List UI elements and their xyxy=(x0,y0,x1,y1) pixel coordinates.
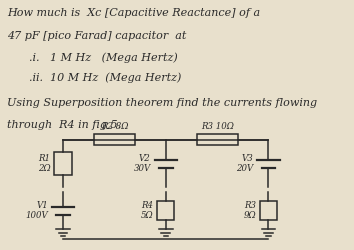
Text: R1
2Ω: R1 2Ω xyxy=(38,154,51,173)
Text: .i.   1 M Hz   (Mega Hertz): .i. 1 M Hz (Mega Hertz) xyxy=(29,53,177,64)
Text: Using Superposition theorem find the currents flowing: Using Superposition theorem find the cur… xyxy=(7,98,317,108)
Text: How much is  Xc [Capacitive Reactance] of a: How much is Xc [Capacitive Reactance] of… xyxy=(7,8,260,18)
Text: through  R4 in fig 5.: through R4 in fig 5. xyxy=(7,120,121,130)
Bar xyxy=(94,134,135,145)
Text: V2
30V: V2 30V xyxy=(133,154,151,173)
Bar xyxy=(196,134,238,145)
Bar xyxy=(157,202,175,220)
Text: R3 10Ω: R3 10Ω xyxy=(201,122,234,131)
Text: R3
9Ω: R3 9Ω xyxy=(244,201,256,220)
Bar xyxy=(260,202,277,220)
Text: R4
5Ω: R4 5Ω xyxy=(141,201,153,220)
Text: 47 pF [pico Farad] capacitor  at: 47 pF [pico Farad] capacitor at xyxy=(7,30,186,40)
Text: V3
20V: V3 20V xyxy=(236,154,253,173)
Bar xyxy=(54,152,72,175)
Text: R2 8Ω: R2 8Ω xyxy=(101,122,128,131)
Text: V1
100V: V1 100V xyxy=(25,201,48,220)
Text: .ii.  10 M Hz  (Mega Hertz): .ii. 10 M Hz (Mega Hertz) xyxy=(29,73,181,83)
